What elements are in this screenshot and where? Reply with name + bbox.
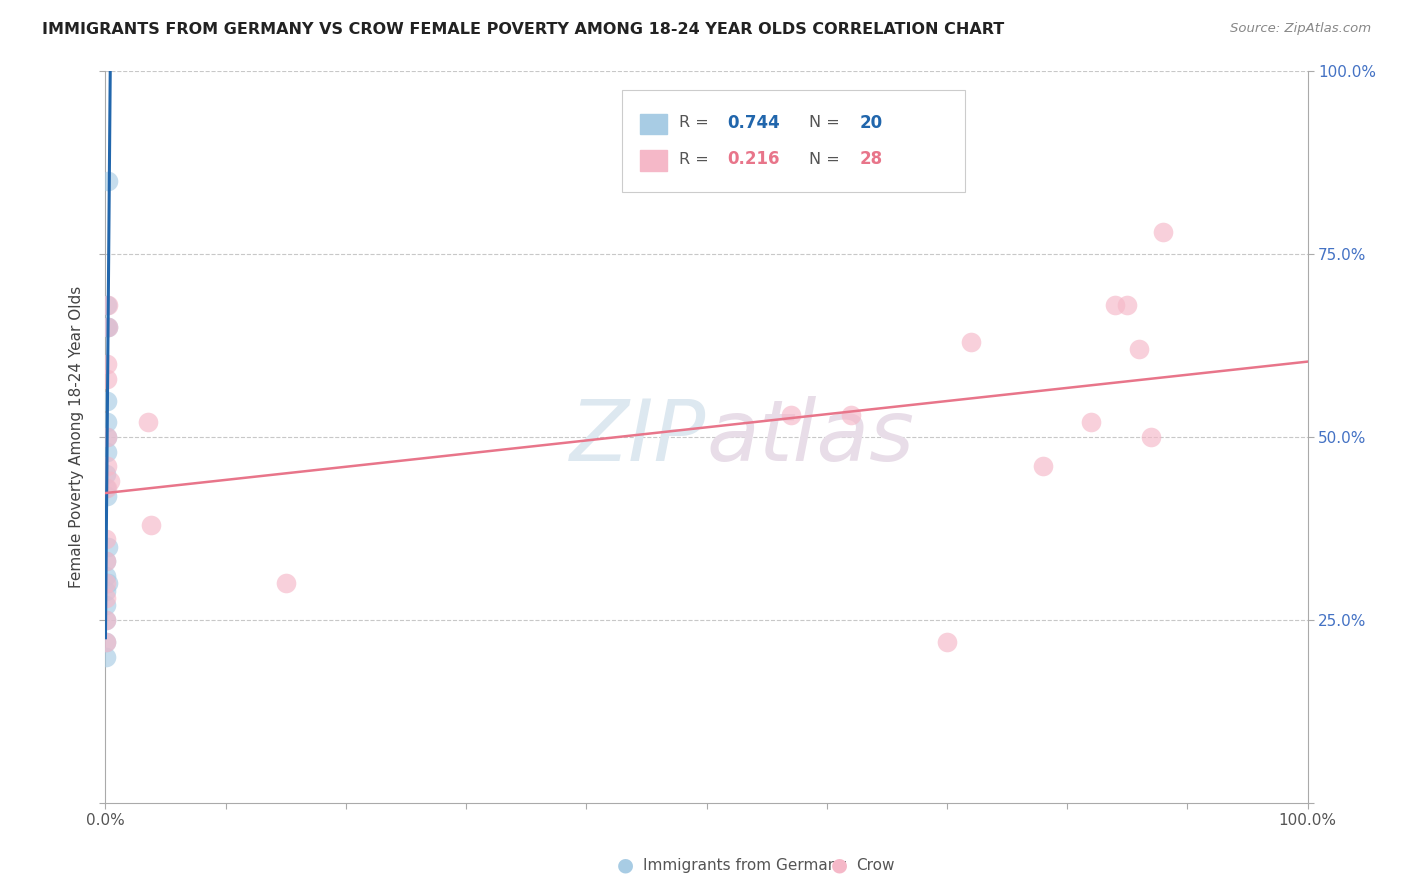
Text: R =: R = bbox=[679, 115, 709, 130]
Point bbox=[1128, 343, 1150, 357]
Point bbox=[96, 320, 118, 334]
Point bbox=[839, 408, 862, 422]
Point bbox=[1140, 430, 1163, 444]
Text: Immigrants from Germany: Immigrants from Germany bbox=[643, 858, 846, 872]
Point bbox=[94, 591, 117, 605]
FancyBboxPatch shape bbox=[623, 90, 965, 192]
Point bbox=[94, 583, 117, 598]
Point bbox=[94, 569, 117, 583]
Y-axis label: Female Poverty Among 18-24 Year Olds: Female Poverty Among 18-24 Year Olds bbox=[69, 286, 84, 588]
Point bbox=[94, 613, 117, 627]
Text: 0.744: 0.744 bbox=[727, 113, 780, 131]
Point bbox=[96, 430, 118, 444]
Point bbox=[139, 517, 162, 532]
Point bbox=[97, 540, 120, 554]
Bar bbox=[640, 151, 666, 171]
Bar bbox=[640, 114, 666, 135]
Text: atlas: atlas bbox=[707, 395, 914, 479]
Point bbox=[96, 298, 118, 312]
Point bbox=[94, 599, 117, 613]
Point bbox=[97, 320, 120, 334]
Text: IMMIGRANTS FROM GERMANY VS CROW FEMALE POVERTY AMONG 18-24 YEAR OLDS CORRELATION: IMMIGRANTS FROM GERMANY VS CROW FEMALE P… bbox=[42, 22, 1004, 37]
Point bbox=[94, 649, 117, 664]
Text: Crow: Crow bbox=[856, 858, 894, 872]
Point bbox=[98, 474, 121, 488]
Point bbox=[94, 635, 117, 649]
Point bbox=[96, 459, 118, 474]
Point bbox=[96, 444, 118, 458]
Text: 20: 20 bbox=[859, 113, 883, 131]
Point bbox=[96, 576, 118, 591]
Text: Source: ZipAtlas.com: Source: ZipAtlas.com bbox=[1230, 22, 1371, 36]
Point bbox=[97, 298, 120, 312]
Point bbox=[96, 481, 118, 495]
Point bbox=[1152, 225, 1174, 239]
Point bbox=[97, 174, 120, 188]
Point bbox=[94, 613, 117, 627]
Point bbox=[1104, 298, 1126, 312]
Point bbox=[96, 467, 118, 481]
Point bbox=[96, 554, 118, 568]
Point bbox=[96, 371, 118, 385]
Point bbox=[1080, 416, 1102, 430]
Point bbox=[94, 635, 117, 649]
Point bbox=[136, 416, 159, 430]
Text: N =: N = bbox=[808, 115, 839, 130]
Text: 28: 28 bbox=[859, 150, 883, 168]
Text: 0.216: 0.216 bbox=[727, 150, 779, 168]
Text: R =: R = bbox=[679, 152, 709, 167]
Point bbox=[96, 393, 118, 408]
Point bbox=[96, 416, 118, 430]
Text: ●: ● bbox=[617, 855, 634, 875]
Point bbox=[97, 320, 120, 334]
Point bbox=[1116, 298, 1139, 312]
Point bbox=[96, 357, 118, 371]
Point bbox=[96, 554, 118, 568]
Point bbox=[97, 576, 120, 591]
Point bbox=[96, 481, 118, 495]
Text: ●: ● bbox=[831, 855, 848, 875]
Point bbox=[936, 635, 959, 649]
Point bbox=[96, 533, 118, 547]
Point bbox=[779, 408, 801, 422]
Point bbox=[96, 430, 118, 444]
Point bbox=[960, 334, 983, 349]
Point bbox=[96, 489, 118, 503]
Point bbox=[274, 576, 297, 591]
Text: N =: N = bbox=[808, 152, 839, 167]
Point bbox=[1032, 459, 1054, 474]
Text: ZIP: ZIP bbox=[571, 395, 707, 479]
